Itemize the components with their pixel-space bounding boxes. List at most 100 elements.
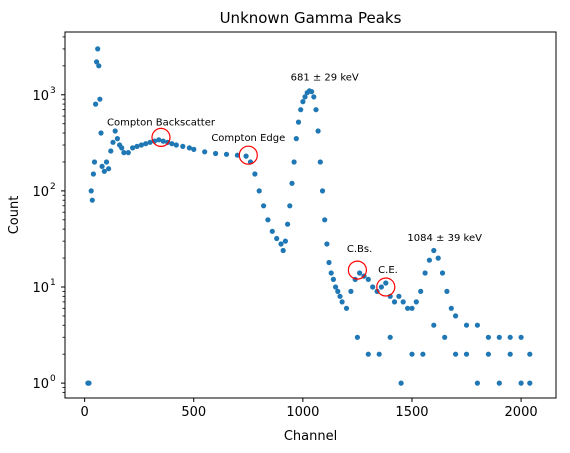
data-point (398, 380, 404, 386)
data-point (285, 221, 291, 227)
data-point (518, 380, 524, 386)
data-point (426, 257, 432, 263)
data-point (121, 150, 127, 156)
y-tick-label: 10 (32, 185, 49, 200)
data-point (409, 305, 415, 311)
data-point (234, 152, 240, 158)
data-point (160, 138, 166, 144)
annotation-label: 681 ± 29 keV (291, 73, 359, 84)
data-point (112, 128, 118, 134)
data-point (317, 159, 323, 165)
annotation-layer: 681 ± 29 keV Compton Backscatter Compton E… (107, 73, 482, 276)
data-point (91, 159, 98, 165)
data-point (265, 217, 271, 223)
annotation-label: 1084 ± 39 keV (407, 233, 482, 244)
x-axis: 0 500 1000 1500 2000 (80, 398, 538, 420)
data-point (90, 171, 96, 177)
data-point (180, 143, 186, 149)
data-point (496, 334, 502, 340)
data-point (269, 228, 275, 234)
y-tick-exponent: 0 (50, 374, 56, 384)
data-point (507, 334, 513, 340)
data-point (311, 94, 317, 100)
data-point (324, 241, 330, 247)
data-point (339, 299, 345, 305)
x-tick-label: 1500 (395, 405, 428, 420)
data-point (101, 168, 107, 174)
data-point (376, 351, 382, 357)
data-point (335, 288, 341, 294)
highlight-circle (238, 145, 258, 165)
data-point (453, 313, 459, 319)
x-tick-label: 2000 (505, 405, 538, 420)
data-point (191, 146, 197, 152)
data-point (396, 293, 402, 299)
data-point (496, 380, 502, 386)
data-point (444, 288, 450, 294)
data-point (354, 334, 360, 340)
data-point (256, 188, 262, 194)
data-point (93, 101, 99, 107)
data-point (431, 322, 437, 328)
annotation-label: Compton Edge (211, 133, 285, 144)
data-point (302, 94, 308, 100)
data-point (295, 119, 302, 125)
data-point (88, 188, 94, 194)
y-tick-exponent: 1 (50, 278, 56, 288)
data-point (333, 284, 339, 290)
data-point (110, 139, 116, 145)
data-point (298, 107, 304, 113)
data-point (291, 159, 297, 165)
data-point (252, 171, 258, 177)
data-point (383, 280, 389, 286)
data-point (243, 153, 249, 159)
data-point (134, 143, 140, 149)
annotation-label: C.Bs. (347, 244, 372, 255)
data-point (94, 59, 100, 65)
data-point (173, 142, 179, 148)
data-point (435, 255, 441, 261)
x-axis-title: Channel (284, 429, 337, 444)
data-point (97, 96, 103, 102)
data-point (289, 180, 295, 186)
data-point (328, 270, 334, 276)
data-point (223, 151, 230, 157)
data-point (326, 259, 332, 266)
data-point (337, 293, 343, 299)
data-point (147, 139, 153, 145)
data-point (313, 107, 319, 113)
data-point (99, 163, 105, 169)
data-point (365, 351, 371, 357)
data-point (370, 284, 376, 290)
points-layer (85, 46, 533, 386)
data-point (442, 334, 448, 340)
data-point (439, 270, 446, 276)
data-point (413, 299, 419, 305)
data-point (322, 217, 328, 223)
data-point (278, 241, 284, 247)
data-point (156, 137, 162, 143)
data-point (300, 99, 306, 105)
y-tick-exponent: 2 (50, 182, 56, 192)
highlight-circle (376, 277, 396, 297)
highlight-circle (151, 127, 171, 147)
data-point (98, 130, 104, 136)
data-point (418, 288, 424, 294)
data-point (125, 150, 131, 156)
data-point (431, 247, 437, 254)
data-point (463, 322, 470, 328)
data-point (213, 150, 219, 157)
data-point (453, 351, 459, 357)
chart-title: Unknown Gamma Peaks (220, 9, 402, 27)
data-point (518, 334, 524, 340)
data-point (130, 145, 136, 151)
data-point (186, 145, 192, 151)
data-point (119, 145, 125, 151)
data-point (114, 136, 120, 142)
y-tick-exponent: 3 (50, 86, 56, 96)
y-tick-label: 10 (32, 377, 49, 392)
data-point (378, 284, 384, 290)
